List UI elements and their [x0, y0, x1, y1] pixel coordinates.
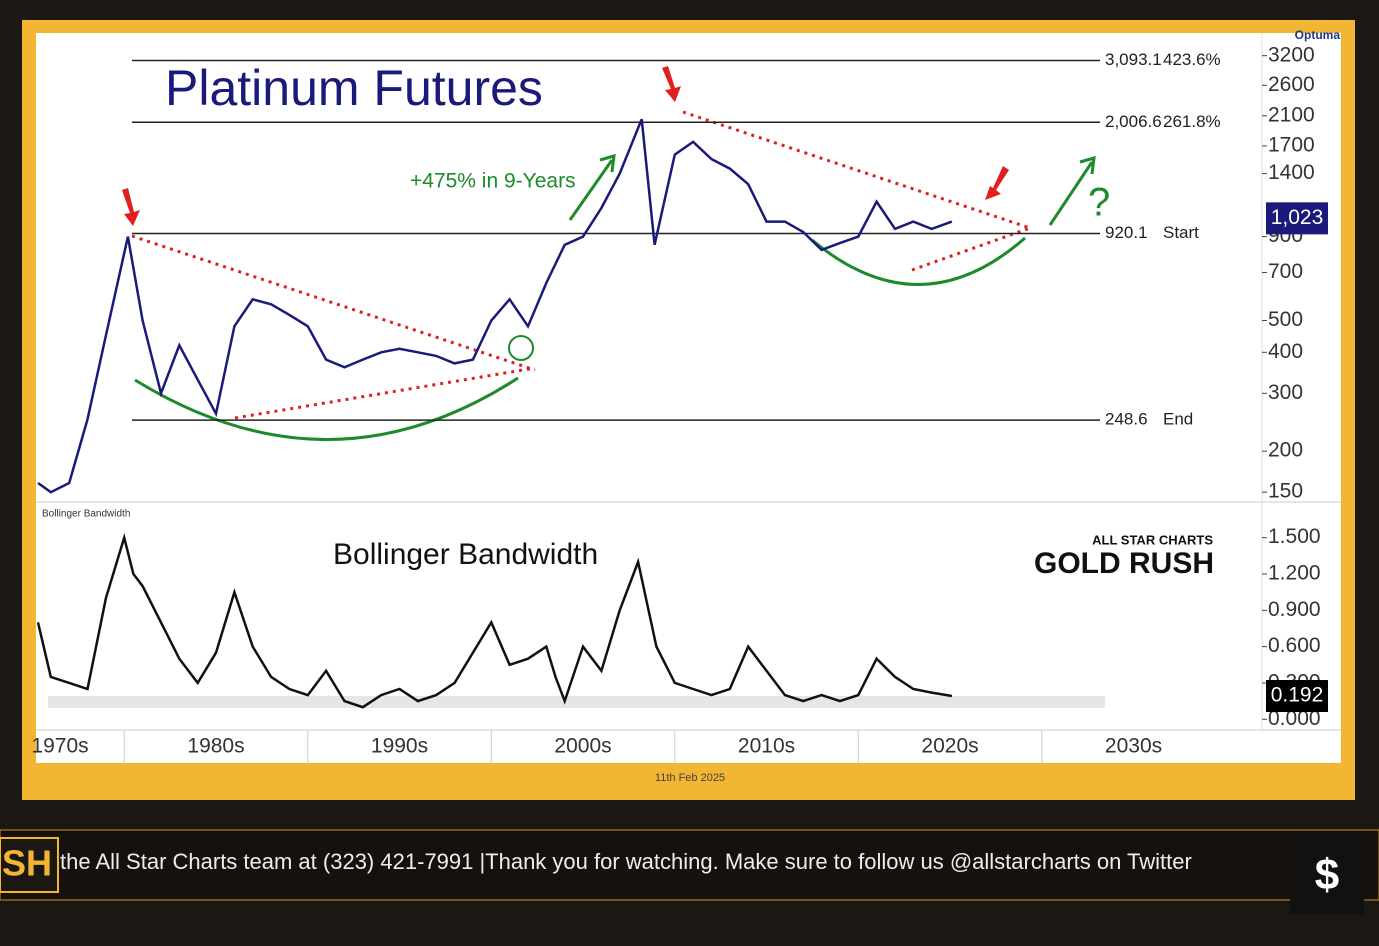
chart-title: Platinum Futures [165, 60, 543, 116]
date-label: 11th Feb 2025 [655, 772, 725, 784]
ticker-text: the All Star Charts team at (323) 421-79… [60, 849, 1192, 874]
panel-label: Bollinger Bandwidth [42, 509, 130, 520]
y-tick-label: 1400 [1268, 161, 1315, 184]
y-tick-label: 2600 [1268, 73, 1315, 96]
y-tick-label: 3200 [1268, 43, 1315, 66]
watermark-title: GOLD RUSH [1034, 547, 1214, 580]
red-arrows [122, 66, 1009, 226]
y-tick-label: 200 [1268, 439, 1303, 462]
current-label: 0.192 [1271, 684, 1324, 707]
current-marker [1266, 202, 1328, 235]
x-tick-label: 1980s [187, 735, 244, 758]
y-tick-label: 150 [1268, 480, 1303, 503]
question: ? [1088, 181, 1110, 225]
y-tick-label: 0.900 [1268, 598, 1321, 621]
x-tick-label: 2020s [921, 735, 978, 758]
current-label: 1,023 [1271, 206, 1324, 229]
y-tick-label: 1700 [1268, 133, 1315, 156]
level-label: 920.1 [1105, 223, 1148, 242]
data-line [36, 533, 953, 709]
data-line [37, 118, 953, 494]
annotation: +475% in 9-Years [410, 170, 576, 193]
watermark-brand: ALL STAR CHARTS [1092, 532, 1213, 547]
y-tick-label: 0.600 [1268, 634, 1321, 657]
panel-title: Bollinger Bandwidth [333, 538, 598, 571]
low-band [48, 696, 1105, 708]
x-tick-label: 2000s [554, 735, 611, 758]
y-tick-label: 300 [1268, 381, 1303, 404]
y-tick-label: 400 [1268, 340, 1303, 363]
bases [134, 153, 1096, 441]
y-tick-label: 1.200 [1268, 562, 1321, 585]
y-tick-label: 1.500 [1268, 525, 1321, 548]
level-label: 248.6 [1105, 410, 1148, 429]
level-label: 3,093.1 [1105, 50, 1162, 69]
level-tag: 261.8% [1163, 112, 1221, 131]
ticker-logo-box [0, 837, 59, 893]
level-label: 2,006.6 [1105, 112, 1162, 131]
x-tick-label: 2010s [738, 735, 795, 758]
y-tick-label: 700 [1268, 260, 1303, 283]
provider: Optuma [1295, 28, 1341, 42]
x-tick-label: 2030s [1105, 735, 1162, 758]
trendlines [131, 110, 1031, 420]
x-tick-label: 1990s [371, 735, 428, 758]
chart-area [36, 33, 1341, 763]
y-tick-label: 0.000 [1268, 707, 1321, 730]
y-tick-label: 500 [1268, 308, 1303, 331]
x-tick-label: 1970s [31, 735, 88, 758]
ticker-logo: SH [2, 843, 52, 884]
level-tag: End [1163, 410, 1193, 429]
ticker-bar [0, 829, 1379, 901]
level-tag: 423.6% [1163, 50, 1221, 69]
current-marker [1266, 680, 1328, 713]
dollar-sign: $ [1315, 851, 1339, 900]
y-tick-label: 2100 [1268, 103, 1315, 126]
level-tag: Start [1163, 223, 1199, 242]
dollar-icon [1290, 840, 1364, 914]
